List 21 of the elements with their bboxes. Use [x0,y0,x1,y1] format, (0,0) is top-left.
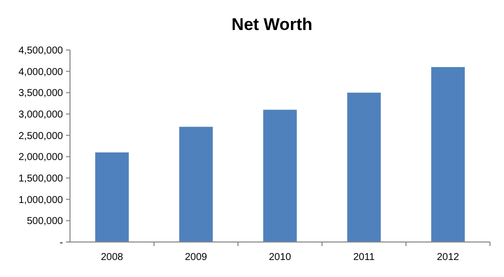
bar [431,67,465,242]
x-tick-label: 2008 [100,252,124,263]
chart-title: Net Worth [232,15,312,34]
y-tick-label: 500,000 [26,216,64,228]
x-tick-label: 2011 [353,252,376,263]
bar [95,152,129,242]
y-tick-label: 4,500,000 [18,46,64,56]
bar [179,126,213,242]
x-tick-label: 2009 [184,252,208,263]
y-tick-label: 1,500,000 [18,174,64,184]
y-tick-label: 1,000,000 [18,194,64,206]
bar [347,92,381,242]
y-tick-label: - [60,238,63,248]
y-tick-label: 2,000,000 [18,152,64,164]
y-tick-label: 3,500,000 [18,88,64,100]
bar [263,110,297,242]
y-tick-label: 2,500,000 [18,130,64,142]
x-tick-label: 2010 [268,252,292,263]
y-tick-label: 3,000,000 [18,110,64,120]
x-tick-label: 2012 [436,252,460,263]
y-tick-label: 4,000,000 [18,66,64,78]
